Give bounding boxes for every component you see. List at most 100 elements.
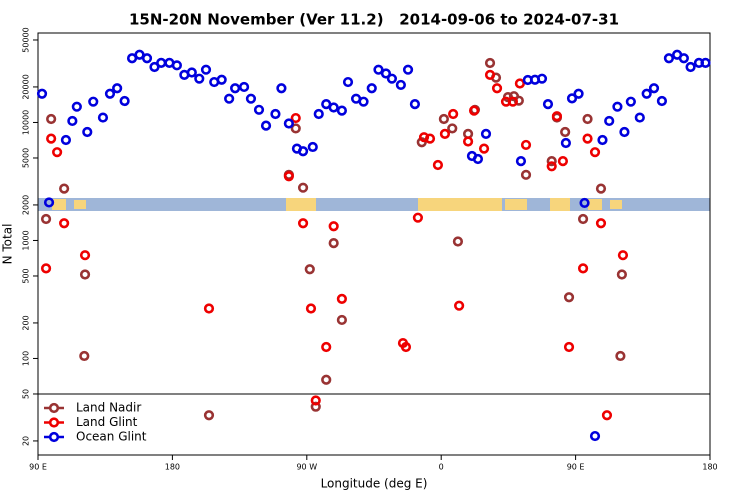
point <box>468 105 480 116</box>
point <box>452 236 464 247</box>
point <box>563 341 575 353</box>
point <box>171 60 182 71</box>
point <box>305 303 317 314</box>
point <box>260 120 272 131</box>
x-tick-label: 180 <box>702 463 717 472</box>
point <box>380 68 392 79</box>
y-tick-label: 500 <box>22 268 31 283</box>
point <box>59 218 70 229</box>
point <box>328 221 339 232</box>
point <box>656 95 668 107</box>
point <box>424 133 436 144</box>
point <box>432 159 444 171</box>
point <box>88 96 99 107</box>
point <box>71 101 82 112</box>
point <box>186 67 197 78</box>
point <box>60 134 72 146</box>
point <box>290 112 301 124</box>
land-patch <box>610 200 622 209</box>
point <box>194 73 205 84</box>
point <box>230 83 241 94</box>
point <box>595 218 607 229</box>
x-tick-label: 90 W <box>296 463 317 472</box>
point <box>615 350 626 362</box>
y-tick-label: 1000 <box>22 230 31 250</box>
map-strip <box>38 198 710 211</box>
point <box>297 146 309 157</box>
point <box>418 132 430 143</box>
point <box>104 88 116 99</box>
point <box>484 57 496 69</box>
x-tick-label: 90 E <box>29 463 47 472</box>
point <box>409 99 421 110</box>
legend-marker <box>48 431 60 443</box>
point <box>373 64 384 75</box>
point <box>641 88 652 99</box>
point <box>579 197 590 209</box>
point <box>119 95 130 107</box>
point <box>604 115 615 127</box>
y-axis-label: N Total <box>1 224 15 265</box>
point <box>156 57 167 68</box>
point <box>238 81 250 93</box>
x-axis-label: Longitude (deg E) <box>321 477 428 491</box>
point <box>507 96 518 107</box>
point <box>566 93 578 104</box>
point <box>400 341 412 353</box>
point <box>321 341 332 353</box>
point <box>203 303 215 314</box>
point <box>82 126 93 138</box>
point <box>515 156 527 167</box>
point <box>79 350 90 362</box>
point <box>678 53 689 64</box>
point <box>36 88 48 99</box>
point <box>462 136 474 147</box>
point <box>141 53 153 64</box>
point <box>617 250 629 261</box>
point <box>542 99 554 110</box>
point <box>216 74 227 85</box>
point <box>283 171 294 182</box>
point <box>577 263 589 274</box>
point <box>395 79 406 91</box>
point <box>336 293 347 304</box>
point <box>79 250 91 261</box>
point <box>40 213 52 225</box>
point <box>416 137 427 148</box>
point <box>546 156 557 167</box>
point <box>342 76 354 88</box>
x-tick-label: 90 E <box>567 463 585 472</box>
y-tick-label: 20 <box>22 436 31 446</box>
point <box>520 139 532 151</box>
legend-marker <box>48 402 60 414</box>
land-patch <box>74 200 86 209</box>
ocean-strip <box>38 198 710 211</box>
point <box>582 113 593 125</box>
land-patch <box>505 199 527 210</box>
point <box>310 395 321 406</box>
y-tick-label: 200 <box>22 315 31 330</box>
point <box>514 78 525 89</box>
point <box>328 237 339 249</box>
point <box>597 134 608 146</box>
point <box>283 118 294 129</box>
y-tick-label: 20000 <box>22 74 31 99</box>
point <box>412 212 424 223</box>
point <box>480 128 492 139</box>
point <box>685 61 696 73</box>
y-tick-label: 5000 <box>22 148 31 168</box>
point <box>589 147 601 158</box>
point <box>46 113 57 125</box>
point <box>601 410 613 421</box>
legend-label: Ocean Glint <box>76 430 147 444</box>
point <box>253 104 265 115</box>
point <box>557 156 569 167</box>
point <box>112 83 123 94</box>
point <box>366 83 377 94</box>
point <box>297 218 309 229</box>
point <box>563 292 575 303</box>
point <box>573 88 584 99</box>
chart-title: 15N-20N November (Ver 11.2) 2014-09-06 t… <box>129 11 619 29</box>
point <box>560 126 571 138</box>
